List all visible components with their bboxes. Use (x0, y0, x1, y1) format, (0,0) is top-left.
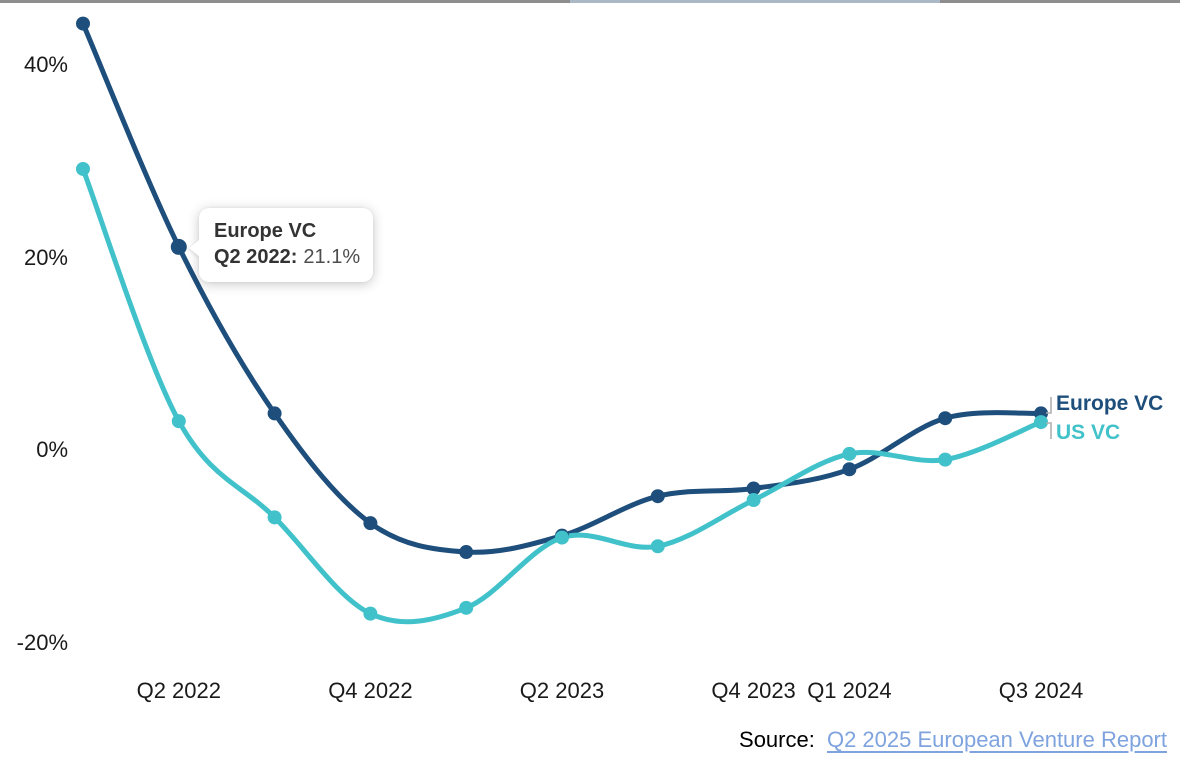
europe-vc-point-q4-2022[interactable] (363, 516, 378, 531)
europe-vc-point-q3-2022[interactable] (267, 406, 282, 421)
source-report-link[interactable]: Q2 2025 European Venture Report (826, 727, 1167, 752)
us-vc-point-q3-2024[interactable] (1034, 415, 1048, 430)
europe-vc-line[interactable] (80, 21, 1044, 555)
x-axis-label-q2-2022: Q2 2022 (136, 678, 221, 703)
us-vc-point-q4-2022[interactable] (363, 606, 378, 621)
y-axis-label-20pct: 20% (23, 244, 68, 270)
x-axis-label-q2-2023: Q2 2023 (519, 678, 605, 703)
tooltip-period-label: Q2 2022: (214, 246, 298, 268)
window-top-edge (0, 0, 1180, 3)
us-vc-point-q3-2023[interactable] (650, 539, 665, 554)
tooltip-series-name: Europe VC (214, 220, 317, 242)
us-vc-point-q1-2022[interactable] (76, 161, 90, 176)
tooltip-body: Q2 2022: 21.1% (214, 244, 373, 271)
europe-vc-point-q1-2022[interactable] (76, 16, 90, 31)
y-axis-label--20pct: -20% (16, 629, 68, 655)
us-vc-point-q4-2023[interactable] (746, 493, 761, 508)
tooltip-arrow (189, 239, 200, 257)
europe-vc-point-q2-2022[interactable] (170, 238, 187, 255)
us-vc-line[interactable] (80, 166, 1044, 625)
legend-label-us-vc: US VC (1056, 421, 1121, 444)
us-vc-point-q2-2022[interactable] (171, 414, 186, 429)
x-axis-label-q4-2022: Q4 2022 (328, 678, 413, 703)
europe-vc-point-q1-2023[interactable] (459, 545, 474, 560)
tooltip: Europe VC Q2 2022: 21.1% (189, 208, 373, 282)
y-axis-label-0pct: 0% (36, 437, 68, 462)
us-vc-point-q2-2023[interactable] (555, 530, 569, 545)
y-axis-label-40pct: 40% (23, 52, 68, 77)
legend-bracket-europe (1046, 397, 1052, 414)
us-vc-point-q3-2022[interactable] (267, 510, 282, 525)
source-prefix: Source: (739, 727, 815, 752)
europe-vc-point-q2-2024[interactable] (938, 411, 953, 426)
x-axis-label-q1-2024: Q1 2024 (807, 678, 892, 703)
source-attribution: Source: Q2 2025 European Venture Report (739, 727, 1167, 753)
europe-vc-point-q3-2023[interactable] (650, 489, 665, 504)
legend-bracket-us (1046, 422, 1052, 439)
us-vc-point-q1-2023[interactable] (459, 600, 474, 615)
tooltip-value: 21.1% (303, 246, 361, 268)
legend-label-europe-vc: Europe VC (1056, 392, 1164, 415)
us-vc-point-q1-2024[interactable] (842, 446, 857, 461)
us-vc-point-q2-2024[interactable] (938, 452, 953, 467)
x-axis-label-q4-2023: Q4 2023 (711, 678, 796, 703)
x-axis-label-q3-2024: Q3 2024 (998, 678, 1084, 703)
europe-vc-point-q4-2023[interactable] (746, 481, 761, 496)
europe-vc-point-q1-2024[interactable] (842, 462, 857, 477)
